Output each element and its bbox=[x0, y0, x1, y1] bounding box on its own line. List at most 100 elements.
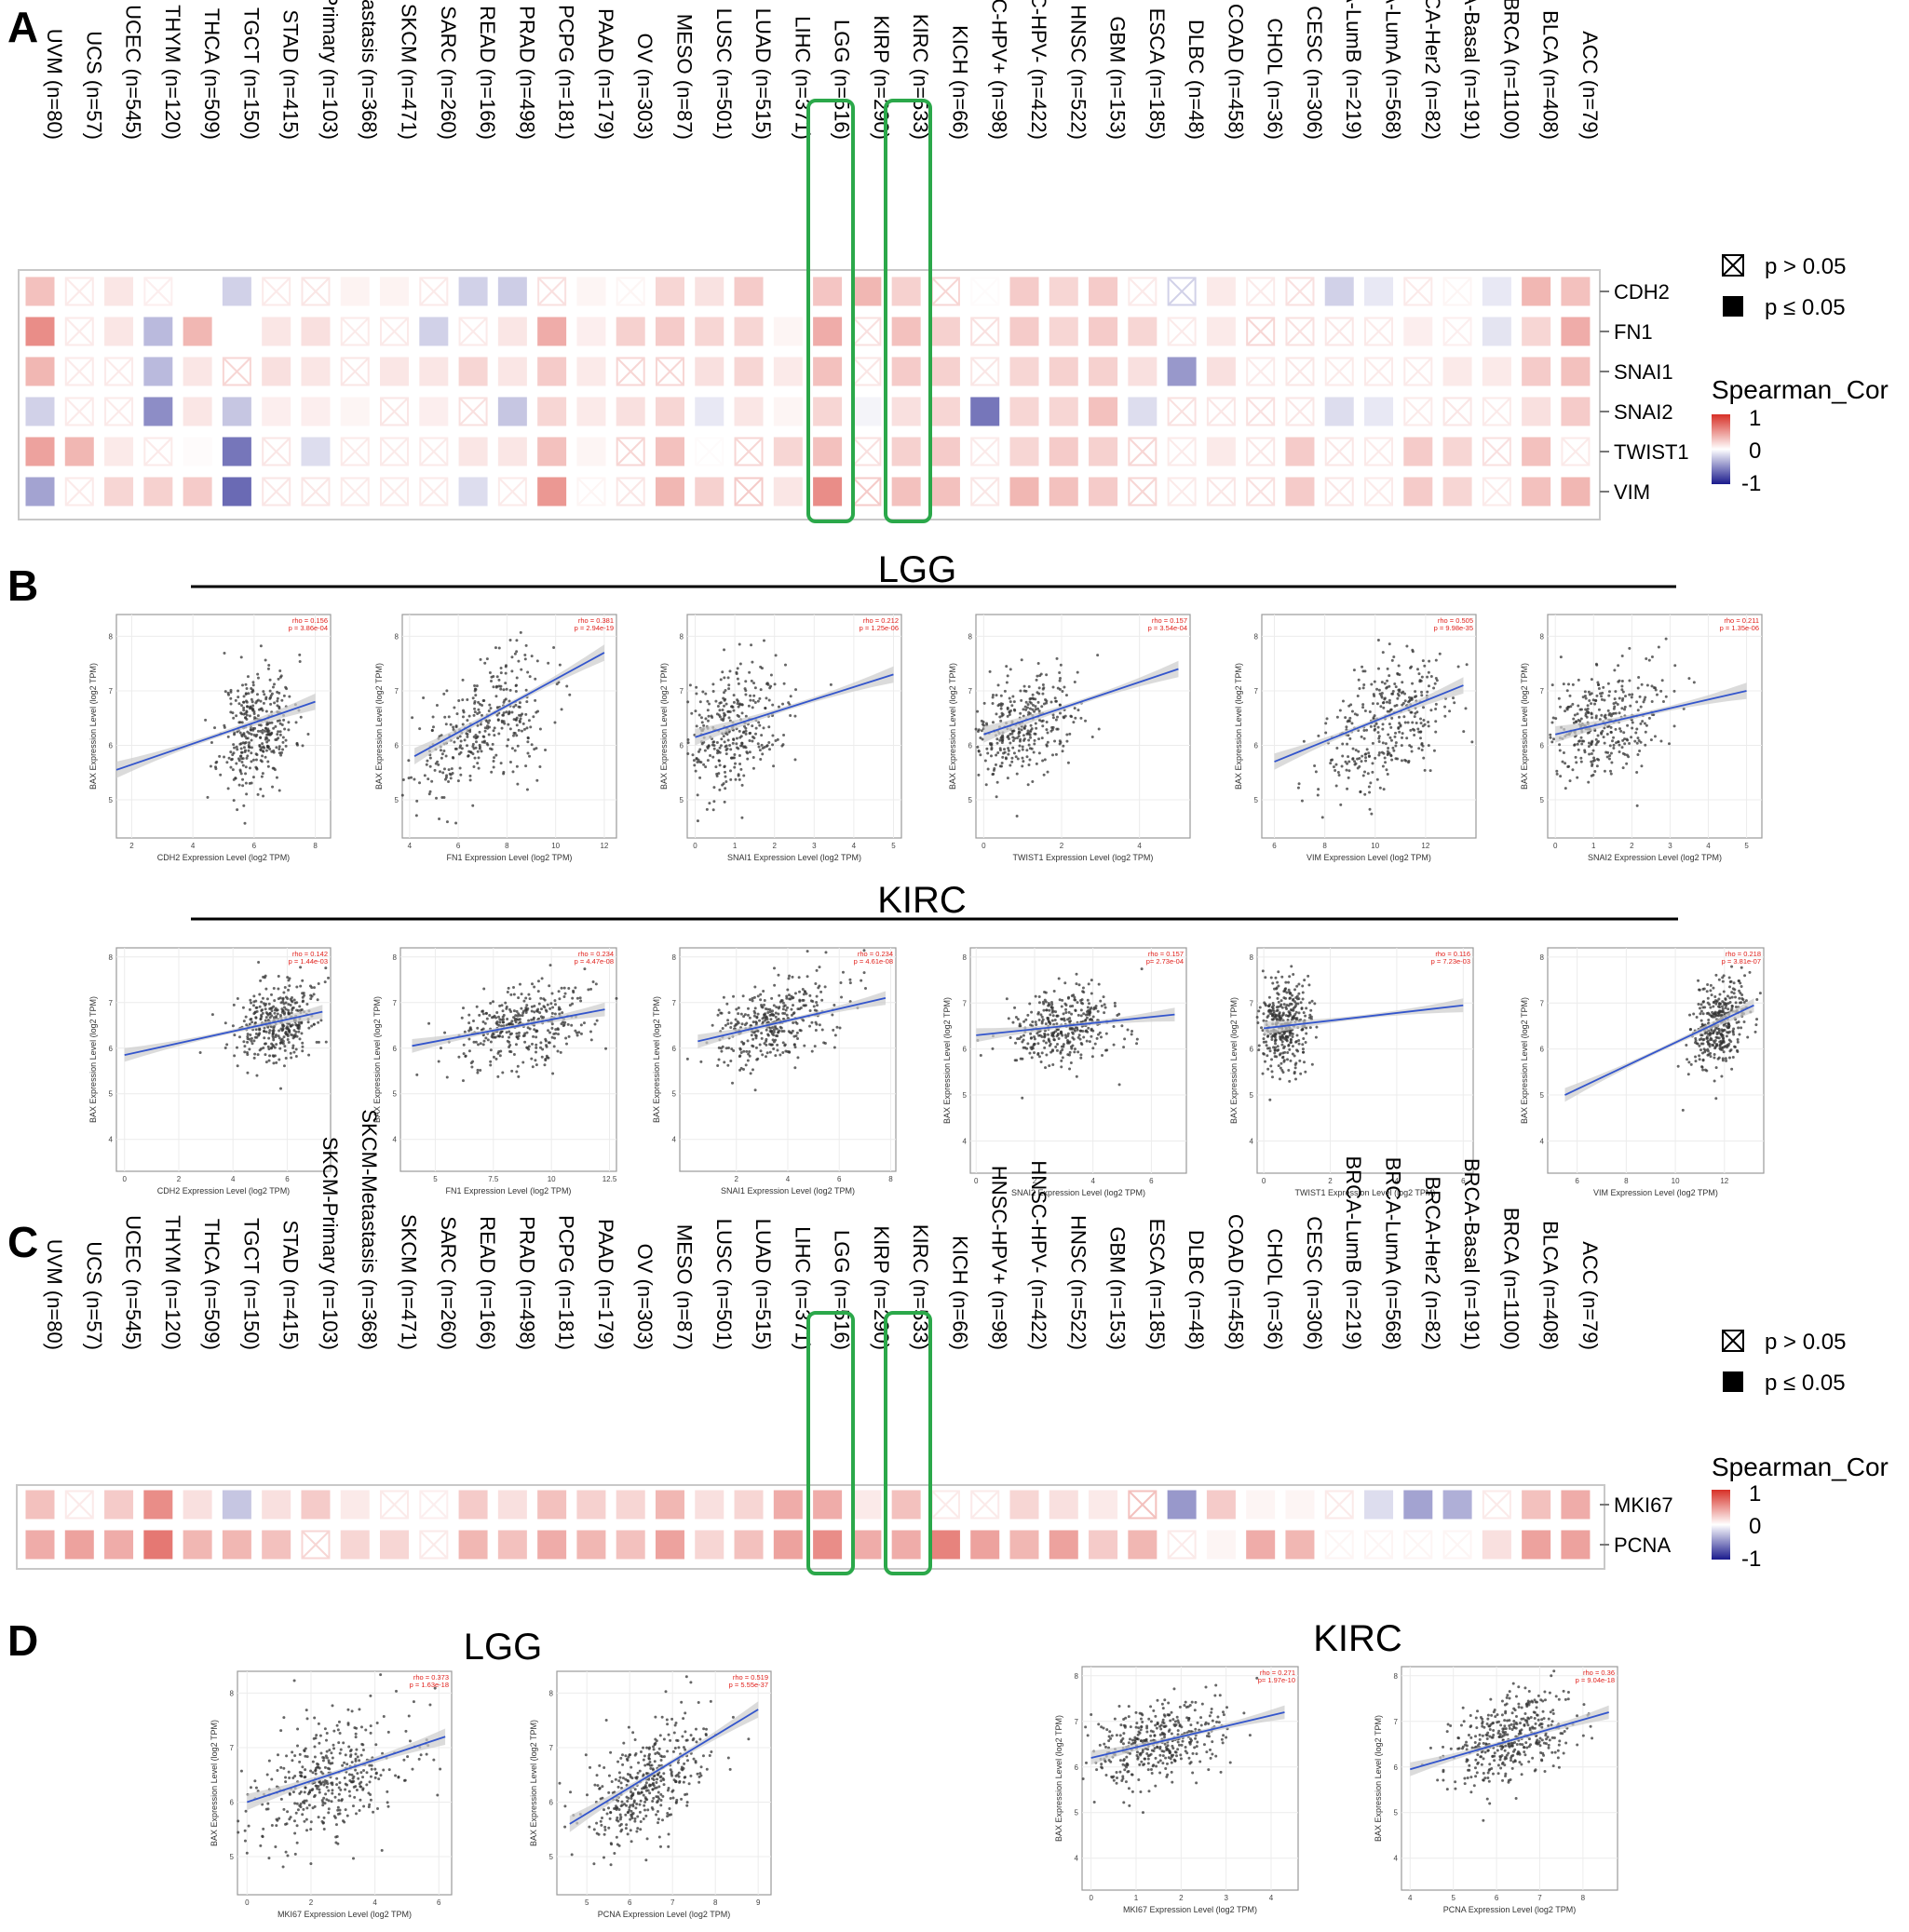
data-point bbox=[246, 754, 250, 758]
data-point bbox=[702, 723, 706, 727]
data-point bbox=[229, 696, 233, 700]
data-point bbox=[467, 1013, 471, 1017]
data-point bbox=[1664, 637, 1668, 641]
data-point bbox=[1388, 642, 1391, 646]
heatmap-cell bbox=[852, 317, 882, 346]
data-point bbox=[283, 1045, 287, 1048]
heatmap-cell bbox=[1403, 357, 1433, 386]
y-tick-label: 5 bbox=[963, 1091, 968, 1100]
data-point bbox=[1036, 700, 1040, 704]
data-point bbox=[1588, 752, 1591, 756]
data-point bbox=[252, 1000, 256, 1004]
data-point bbox=[1595, 757, 1599, 761]
data-point bbox=[1724, 1006, 1727, 1009]
data-point bbox=[463, 1030, 467, 1034]
data-point bbox=[502, 720, 506, 723]
data-point bbox=[1062, 1012, 1065, 1016]
data-point bbox=[1353, 712, 1357, 716]
y-tick-label: 8 bbox=[963, 953, 968, 962]
x-tick-label: 6 bbox=[1575, 1177, 1579, 1185]
data-point bbox=[278, 707, 281, 710]
data-point bbox=[717, 759, 721, 763]
data-point bbox=[1053, 739, 1057, 743]
data-point bbox=[1300, 1007, 1304, 1011]
data-point bbox=[278, 730, 282, 734]
data-point bbox=[492, 729, 495, 733]
data-point bbox=[1044, 1022, 1048, 1026]
data-point bbox=[1079, 1053, 1083, 1057]
data-point bbox=[1049, 729, 1053, 733]
data-point bbox=[282, 1035, 286, 1039]
data-point bbox=[1708, 1042, 1712, 1046]
data-point bbox=[1281, 1055, 1285, 1059]
data-point bbox=[794, 688, 798, 692]
data-point bbox=[270, 1014, 274, 1018]
data-point bbox=[1386, 750, 1389, 753]
data-point bbox=[240, 704, 244, 708]
data-point bbox=[719, 1011, 723, 1015]
data-point bbox=[1289, 1059, 1293, 1062]
data-point bbox=[579, 1032, 583, 1035]
data-point bbox=[775, 1027, 778, 1031]
data-point bbox=[513, 749, 517, 752]
data-point bbox=[442, 692, 446, 696]
data-point bbox=[251, 776, 255, 779]
data-point bbox=[515, 734, 519, 737]
data-point bbox=[1721, 1057, 1725, 1061]
data-point bbox=[1364, 752, 1368, 756]
data-point bbox=[1294, 1004, 1298, 1007]
data-point bbox=[1112, 1043, 1116, 1047]
x-axis-label: VIM Expression Level (log2 TPM) bbox=[1593, 1188, 1718, 1197]
data-point bbox=[774, 1015, 778, 1019]
data-point bbox=[471, 742, 475, 746]
data-point bbox=[1604, 750, 1608, 754]
data-point bbox=[268, 1007, 272, 1011]
data-point bbox=[479, 657, 482, 661]
data-point bbox=[1033, 1042, 1036, 1046]
data-point bbox=[239, 772, 243, 776]
data-point bbox=[753, 701, 757, 705]
heatmap-cell bbox=[576, 317, 606, 346]
data-point bbox=[751, 660, 754, 664]
data-point bbox=[275, 1008, 278, 1012]
data-point bbox=[1055, 1014, 1059, 1018]
data-point bbox=[1427, 720, 1430, 723]
data-point bbox=[796, 1056, 800, 1060]
cancer-label: THCA (n=509) bbox=[200, 1219, 223, 1350]
data-point bbox=[749, 694, 752, 697]
heatmap-cell bbox=[1089, 317, 1118, 346]
heatmap-a: UVM (n=80) UCS (n=57) UCEC (n=545) THYM (n=… bbox=[18, 0, 1689, 523]
data-point bbox=[753, 1007, 757, 1010]
data-point bbox=[270, 1046, 274, 1049]
data-point bbox=[284, 685, 288, 689]
data-point bbox=[1073, 1027, 1076, 1031]
data-point bbox=[1061, 750, 1064, 753]
data-point bbox=[255, 1074, 259, 1077]
data-point bbox=[730, 705, 734, 709]
data-point bbox=[266, 1045, 270, 1048]
data-point bbox=[1028, 700, 1032, 704]
heatmap-cell bbox=[1206, 397, 1236, 426]
data-point bbox=[996, 751, 1000, 755]
data-point bbox=[772, 1028, 776, 1032]
y-tick-label: 6 bbox=[393, 1045, 398, 1053]
cancer-label: BRCA-LumB (n=219) bbox=[1342, 0, 1365, 140]
data-point bbox=[1304, 1041, 1307, 1045]
data-point bbox=[1396, 696, 1400, 700]
data-point bbox=[1304, 1014, 1307, 1018]
data-point bbox=[232, 743, 236, 747]
data-point bbox=[246, 1051, 250, 1055]
data-point bbox=[1344, 760, 1347, 763]
data-point bbox=[1029, 1032, 1033, 1035]
data-point bbox=[232, 716, 236, 720]
heatmap-cell bbox=[1324, 317, 1354, 346]
data-point bbox=[535, 1030, 538, 1034]
data-point bbox=[1066, 1034, 1070, 1038]
heatmap-cell bbox=[1442, 477, 1472, 507]
heatmap-cell bbox=[1482, 437, 1511, 466]
data-point bbox=[233, 731, 237, 735]
data-point bbox=[1090, 1055, 1094, 1059]
data-point bbox=[471, 1060, 475, 1063]
data-point bbox=[499, 671, 503, 675]
data-point bbox=[1284, 980, 1288, 984]
